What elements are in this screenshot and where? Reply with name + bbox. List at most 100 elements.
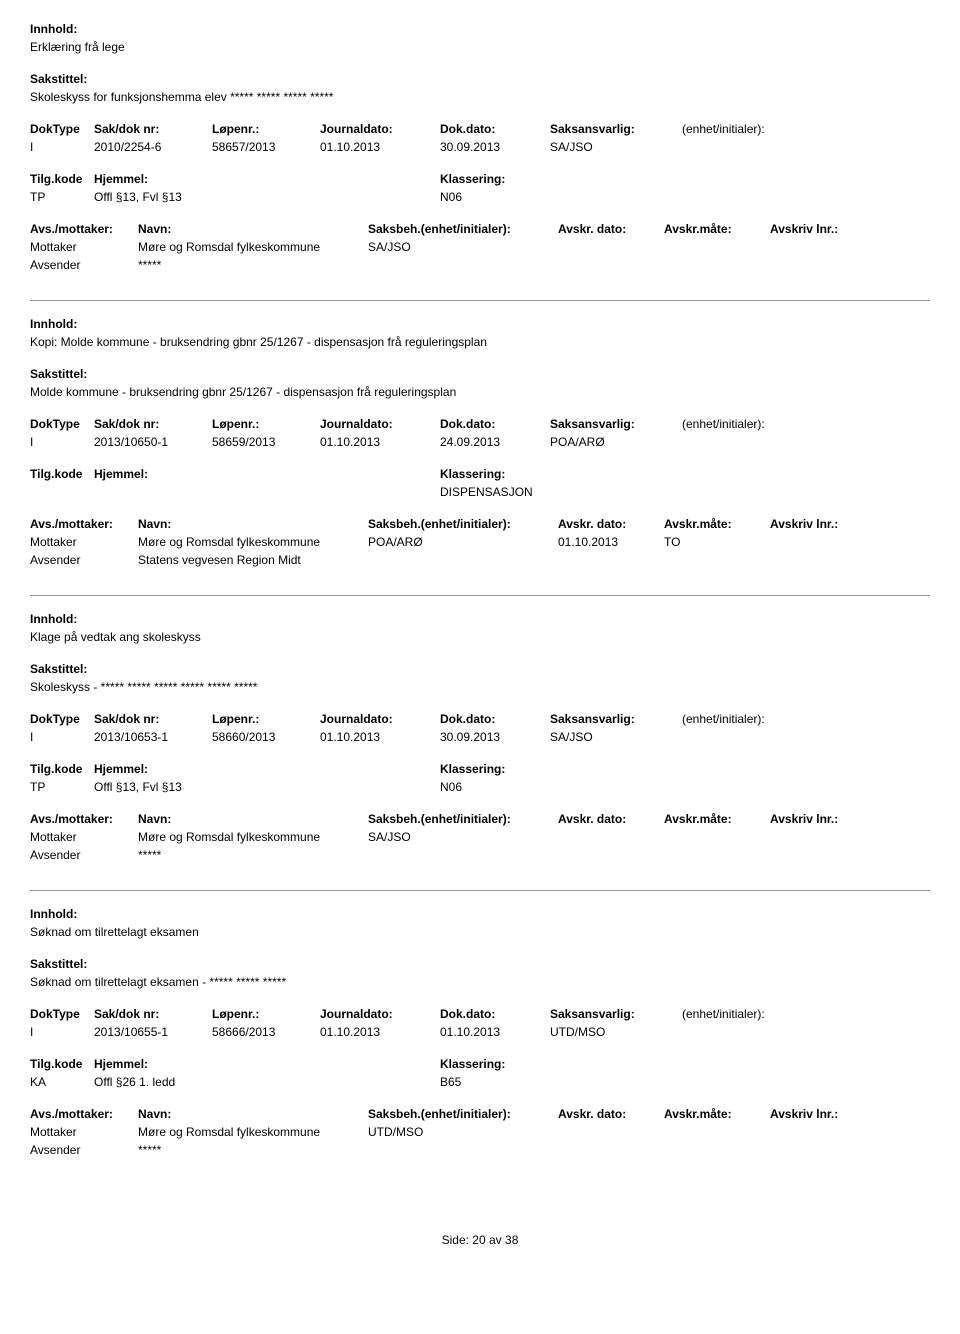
- hjemmel-value: [94, 483, 440, 501]
- avsender-navn: Statens vegvesen Region Midt: [138, 551, 368, 569]
- mottaker-navn: Møre og Romsdal fylkeskommune: [138, 533, 368, 551]
- avskr-lnr: [770, 1123, 930, 1141]
- lopenr-label: Løpenr.:: [212, 1005, 320, 1023]
- doktype-value: I: [30, 433, 94, 451]
- tilgkode-value: TP: [30, 188, 94, 206]
- enhet-label: (enhet/initialer):: [682, 415, 930, 433]
- tilgkode-value: TP: [30, 778, 94, 796]
- avskrdato-label: Avskr. dato:: [558, 1105, 664, 1123]
- saksansv-value: SA/JSO: [550, 728, 682, 746]
- avsmot-label: Avs./mottaker:: [30, 220, 138, 238]
- doktype-label: DokType: [30, 1005, 94, 1023]
- enhet-value: [682, 433, 930, 451]
- ddato-label: Dok.dato:: [440, 415, 550, 433]
- navn-label: Navn:: [138, 220, 368, 238]
- ddato-value: 30.09.2013: [440, 138, 550, 156]
- tilgkode-label: Tilg.kode: [30, 760, 94, 778]
- innhold-label: Innhold:: [30, 20, 930, 38]
- lopenr-value: 58666/2013: [212, 1023, 320, 1041]
- avskrdato-label: Avskr. dato:: [558, 810, 664, 828]
- party-headers: Avs./mottaker: Navn: Saksbeh.(enhet/init…: [30, 810, 930, 828]
- hjemmel-label: Hjemmel:: [94, 170, 440, 188]
- mottaker-navn: Møre og Romsdal fylkeskommune: [138, 238, 368, 256]
- sakdok-label: Sak/dok nr:: [94, 1005, 212, 1023]
- saksansv-label: Saksansvarlig:: [550, 415, 682, 433]
- avskr-dato: [558, 828, 664, 846]
- doc-headers: DokType Sak/dok nr: Løpenr.: Journaldato…: [30, 415, 930, 433]
- mottaker-navn: Møre og Romsdal fylkeskommune: [138, 1123, 368, 1141]
- avsender-role: Avsender: [30, 1141, 138, 1159]
- avskr-mate: TO: [664, 533, 770, 551]
- side-label: Side:: [442, 1233, 469, 1247]
- avskr-dato: [558, 238, 664, 256]
- sakstittel-label: Sakstittel:: [30, 660, 930, 678]
- hjemmel-value: Offl §13, Fvl §13: [94, 188, 440, 206]
- jdato-value: 01.10.2013: [320, 1023, 440, 1041]
- navn-label: Navn:: [138, 810, 368, 828]
- avsmot-label: Avs./mottaker:: [30, 1105, 138, 1123]
- klassering-value: N06: [440, 188, 930, 206]
- avskr-mate: [664, 1123, 770, 1141]
- doc-values: I 2013/10655-1 58666/2013 01.10.2013 01.…: [30, 1023, 930, 1041]
- doktype-value: I: [30, 728, 94, 746]
- avsmot-label: Avs./mottaker:: [30, 515, 138, 533]
- avsender-row: Avsender Statens vegvesen Region Midt: [30, 551, 930, 569]
- mottaker-role: Mottaker: [30, 533, 138, 551]
- tilg-headers: Tilg.kode Hjemmel: Klassering:: [30, 1055, 930, 1073]
- tilgkode-label: Tilg.kode: [30, 465, 94, 483]
- jdato-value: 01.10.2013: [320, 728, 440, 746]
- enhet-value: [682, 1023, 930, 1041]
- page-num: 20: [472, 1233, 485, 1247]
- sakdok-value: 2010/2254-6: [94, 138, 212, 156]
- doktype-value: I: [30, 1023, 94, 1041]
- avskr-dato: 01.10.2013: [558, 533, 664, 551]
- avskrmate-label: Avskr.måte:: [664, 515, 770, 533]
- avskrivlnr-label: Avskriv lnr.:: [770, 1105, 930, 1123]
- klassering-label: Klassering:: [440, 760, 930, 778]
- doc-values: I 2013/10650-1 58659/2013 01.10.2013 24.…: [30, 433, 930, 451]
- sakstittel-value: Søknad om tilrettelagt eksamen - ***** *…: [30, 973, 930, 991]
- jdato-label: Journaldato:: [320, 710, 440, 728]
- klassering-value: N06: [440, 778, 930, 796]
- avskr-lnr: [770, 238, 930, 256]
- ddato-label: Dok.dato:: [440, 120, 550, 138]
- page-footer: Side: 20 av 38: [30, 1233, 930, 1247]
- saksbeh-label: Saksbeh.(enhet/initialer):: [368, 810, 558, 828]
- innhold-value: Søknad om tilrettelagt eksamen: [30, 923, 930, 941]
- klassering-label: Klassering:: [440, 465, 930, 483]
- mottaker-role: Mottaker: [30, 1123, 138, 1141]
- party-headers: Avs./mottaker: Navn: Saksbeh.(enhet/init…: [30, 1105, 930, 1123]
- jdato-value: 01.10.2013: [320, 433, 440, 451]
- lopenr-label: Løpenr.:: [212, 120, 320, 138]
- jdato-value: 01.10.2013: [320, 138, 440, 156]
- mottaker-role: Mottaker: [30, 238, 138, 256]
- doktype-value: I: [30, 138, 94, 156]
- mottaker-role: Mottaker: [30, 828, 138, 846]
- saksansv-label: Saksansvarlig:: [550, 120, 682, 138]
- avskrdato-label: Avskr. dato:: [558, 515, 664, 533]
- navn-label: Navn:: [138, 515, 368, 533]
- sakdok-value: 2013/10655-1: [94, 1023, 212, 1041]
- ddato-value: 01.10.2013: [440, 1023, 550, 1041]
- saksbeh-label: Saksbeh.(enhet/initialer):: [368, 220, 558, 238]
- doktype-label: DokType: [30, 710, 94, 728]
- enhet-value: [682, 728, 930, 746]
- enhet-value: [682, 138, 930, 156]
- innhold-value: Erklæring frå lege: [30, 38, 930, 56]
- mottaker-saksbeh: SA/JSO: [368, 238, 558, 256]
- doktype-label: DokType: [30, 120, 94, 138]
- mottaker-saksbeh: UTD/MSO: [368, 1123, 558, 1141]
- hjemmel-value: Offl §13, Fvl §13: [94, 778, 440, 796]
- sakdok-value: 2013/10653-1: [94, 728, 212, 746]
- innhold-label: Innhold:: [30, 315, 930, 333]
- saksbeh-label: Saksbeh.(enhet/initialer):: [368, 1105, 558, 1123]
- mottaker-row: Mottaker Møre og Romsdal fylkeskommune P…: [30, 533, 930, 551]
- tilgkode-label: Tilg.kode: [30, 1055, 94, 1073]
- tilgkode-value: KA: [30, 1073, 94, 1091]
- avskrdato-label: Avskr. dato:: [558, 220, 664, 238]
- enhet-label: (enhet/initialer):: [682, 120, 930, 138]
- doc-headers: DokType Sak/dok nr: Løpenr.: Journaldato…: [30, 120, 930, 138]
- enhet-label: (enhet/initialer):: [682, 1005, 930, 1023]
- lopenr-label: Løpenr.:: [212, 710, 320, 728]
- avskrivlnr-label: Avskriv lnr.:: [770, 810, 930, 828]
